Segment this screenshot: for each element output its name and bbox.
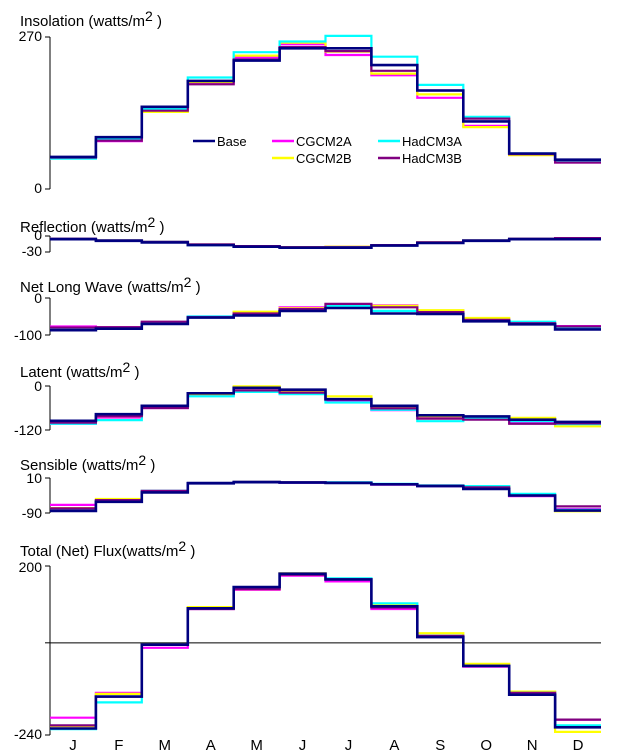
panel-3: Latent (watts/m2 )0 -120 bbox=[14, 359, 601, 438]
y-tick-label: 0 bbox=[34, 180, 42, 196]
series-line-hadcm3a bbox=[50, 573, 601, 731]
panel-title: Latent (watts/m2 ) bbox=[20, 359, 140, 381]
y-tick-label: 0 bbox=[34, 378, 42, 394]
month-label: N bbox=[527, 737, 538, 754]
month-label: D bbox=[573, 737, 584, 754]
panel-title: Total (Net) Flux(watts/m2 ) bbox=[20, 538, 195, 560]
panel-title: Insolation (watts/m2 ) bbox=[20, 8, 162, 30]
series-line-base bbox=[50, 47, 601, 161]
y-tick-label: -30 bbox=[22, 243, 42, 259]
y-tick-label: -120 bbox=[14, 422, 42, 438]
y-tick-label: 10 bbox=[26, 470, 42, 486]
y-tick-label: 200 bbox=[19, 559, 43, 575]
series-line-cgcm2a bbox=[50, 574, 601, 721]
legend: Base CGCM2A CGCM2B HadCM3A HadCM3B bbox=[193, 134, 462, 166]
y-tick-label: -100 bbox=[14, 327, 42, 343]
month-label: M bbox=[159, 737, 172, 754]
panel-1: Reflection (watts/m2 )0-30 bbox=[20, 214, 601, 259]
month-label: S bbox=[435, 737, 445, 754]
series-line-base bbox=[50, 386, 601, 424]
month-label: M bbox=[250, 737, 263, 754]
y-tick-label: 270 bbox=[19, 28, 43, 44]
panel-0: Insolation (watts/m2 )270 0 Base CGCM2A CGCM… bbox=[19, 8, 601, 196]
month-label: O bbox=[480, 737, 492, 754]
series-line-base bbox=[50, 480, 601, 513]
month-label: A bbox=[206, 737, 216, 754]
series-line-base bbox=[50, 572, 601, 730]
series-line-cgcm2b bbox=[50, 572, 601, 733]
month-label: F bbox=[114, 737, 123, 754]
panel-4: Sensible (watts/m2 )10 -90 bbox=[20, 452, 601, 521]
series-line-base bbox=[50, 237, 601, 249]
month-label: J bbox=[299, 737, 307, 754]
y-tick-label: -90 bbox=[22, 505, 42, 521]
legend-label-hadcm3a: HadCM3A bbox=[402, 134, 462, 149]
panel-5: Total (Net) Flux(watts/m2 )200 -240 bbox=[14, 538, 601, 742]
month-label: J bbox=[345, 737, 353, 754]
legend-label-hadcm3b: HadCM3B bbox=[402, 151, 462, 166]
month-label: A bbox=[389, 737, 399, 754]
y-tick-label: 0 bbox=[34, 227, 42, 243]
panel-2: Net Long Wave (watts/m2 )0 -100 bbox=[14, 274, 601, 343]
panel-title: Reflection (watts/m2 ) bbox=[20, 214, 165, 236]
legend-label-cgcm2a: CGCM2A bbox=[296, 134, 352, 149]
y-tick-label: -240 bbox=[14, 726, 42, 742]
month-label: J bbox=[69, 737, 77, 754]
legend-label-base: Base bbox=[217, 134, 247, 149]
series-line-base bbox=[50, 306, 601, 332]
legend-label-cgcm2b: CGCM2B bbox=[296, 151, 352, 166]
panel-title: Sensible (watts/m2 ) bbox=[20, 452, 155, 474]
panel-title: Net Long Wave (watts/m2 ) bbox=[20, 274, 201, 296]
y-tick-label: 0 bbox=[34, 290, 42, 306]
